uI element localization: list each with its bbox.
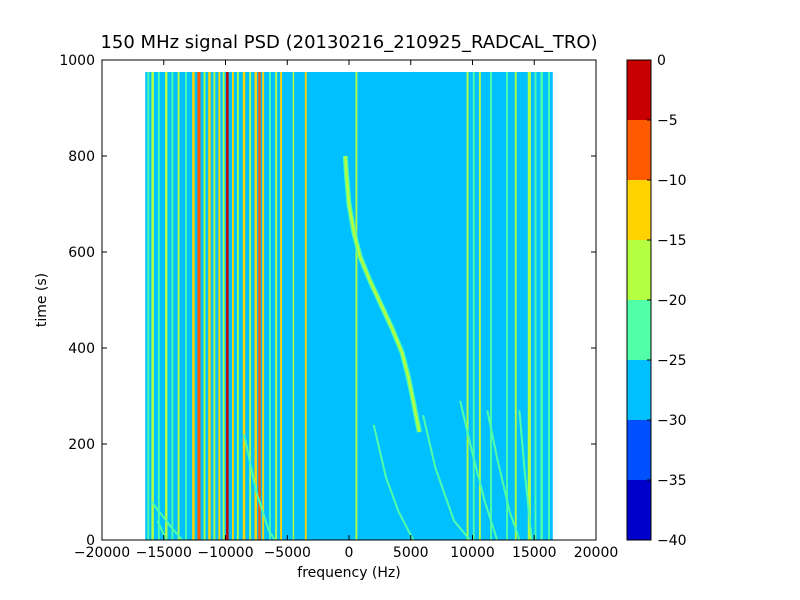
colorbar-segment — [627, 480, 651, 540]
y-axis: 0 200 400 600 800 1000 — [59, 53, 596, 549]
spectral-line — [478, 72, 481, 540]
spectral-line — [185, 72, 187, 540]
spectral-line — [534, 72, 537, 540]
faint-trace — [486, 410, 521, 540]
spectral-line — [192, 72, 195, 540]
x-tick-label: 10000 — [450, 545, 495, 561]
spectral-line — [472, 72, 475, 540]
colorbar-segment — [627, 240, 651, 300]
faint-trace — [243, 434, 276, 540]
spectral-line — [262, 72, 265, 540]
spectral-line — [304, 72, 307, 540]
x-tick-label: 0 — [345, 545, 354, 561]
x-tick-label: −20000 — [74, 545, 130, 561]
sweep-trace — [344, 155, 421, 433]
x-tick-label: −10000 — [197, 545, 253, 561]
colorbar-segment — [627, 300, 651, 360]
colorbar: 0 −5 −10 −15 −20 −25 −30 −35 −40 — [626, 53, 687, 549]
spectral-line — [548, 72, 550, 540]
colorbar-tick-label: −30 — [657, 413, 687, 429]
x-tick-label: −15000 — [136, 545, 192, 561]
colorbar-segment — [627, 360, 651, 420]
colorbar-tick-label: −5 — [657, 113, 678, 129]
spectral-line — [231, 72, 234, 540]
colorbar-tick-label: −25 — [657, 353, 687, 369]
heatmap-background — [145, 72, 553, 540]
colorbar-tick-label: −35 — [657, 473, 687, 489]
spectral-line — [254, 72, 257, 540]
spectral-line — [197, 72, 201, 540]
colorbar-segment — [627, 60, 651, 120]
spectral-line — [218, 72, 221, 540]
spectral-line — [164, 72, 168, 540]
x-tick-label: 20000 — [574, 545, 619, 561]
faint-trace — [310, 419, 348, 540]
spectral-line — [269, 72, 271, 540]
spectral-line — [249, 72, 252, 540]
chart-title: 150 MHz signal PSD (20130216_210925_RADC… — [100, 32, 597, 53]
spectral-line — [203, 72, 206, 540]
heatmap-area — [145, 72, 553, 540]
colorbar-tick-label: −10 — [657, 173, 687, 189]
spectral-line — [151, 72, 154, 540]
faint-trace — [150, 500, 184, 540]
spectral-line — [147, 72, 150, 540]
y-axis-label: time (s) — [34, 273, 50, 327]
x-tick-label: −5000 — [264, 545, 311, 561]
spectral-line — [222, 72, 225, 540]
faint-trace — [459, 400, 499, 540]
colorbar-tick-label: 0 — [657, 53, 666, 69]
colorbar-segment — [627, 180, 651, 240]
faint-trace — [422, 414, 471, 540]
spectral-line — [275, 72, 278, 540]
y-tick-label: 600 — [68, 245, 95, 261]
faint-trace — [518, 410, 533, 540]
spectral-line — [236, 72, 239, 540]
spectral-line — [226, 72, 229, 540]
spectral-line — [355, 72, 358, 540]
spectral-line — [490, 72, 492, 540]
x-axis: −20000 −15000 −10000 −5000 0 5000 10000 15000 20… — [74, 60, 618, 561]
spectral-line — [177, 72, 180, 540]
colorbar-tick-label: −15 — [657, 233, 687, 249]
y-tick-label: 200 — [68, 437, 95, 453]
y-tick-label: 800 — [68, 149, 95, 165]
x-tick-label: 15000 — [512, 545, 557, 561]
spectral-line — [258, 72, 261, 540]
spectral-line — [466, 72, 469, 540]
colorbar-segment — [627, 420, 651, 480]
spectral-line — [280, 72, 283, 540]
spectral-line — [292, 72, 295, 540]
spectral-line — [506, 72, 509, 540]
spectral-line — [540, 72, 543, 540]
x-axis-label: frequency (Hz) — [297, 565, 400, 581]
spectral-line — [157, 72, 160, 540]
spectral-line — [171, 72, 174, 540]
spectral-line — [213, 72, 216, 540]
spectral-line — [514, 72, 517, 540]
colorbar-tick-label: −20 — [657, 293, 687, 309]
x-tick-label: 5000 — [393, 545, 429, 561]
y-tick-label: 1000 — [59, 53, 95, 69]
spectral-line — [242, 72, 246, 540]
faint-trace — [372, 424, 415, 540]
colorbar-tick-label: −40 — [657, 533, 687, 549]
spectral-line — [527, 72, 531, 540]
y-tick-label: 0 — [86, 533, 95, 549]
spectral-line — [208, 72, 211, 540]
colorbar-segment — [627, 120, 651, 180]
y-tick-label: 400 — [68, 341, 95, 357]
faint-trace — [156, 520, 168, 540]
